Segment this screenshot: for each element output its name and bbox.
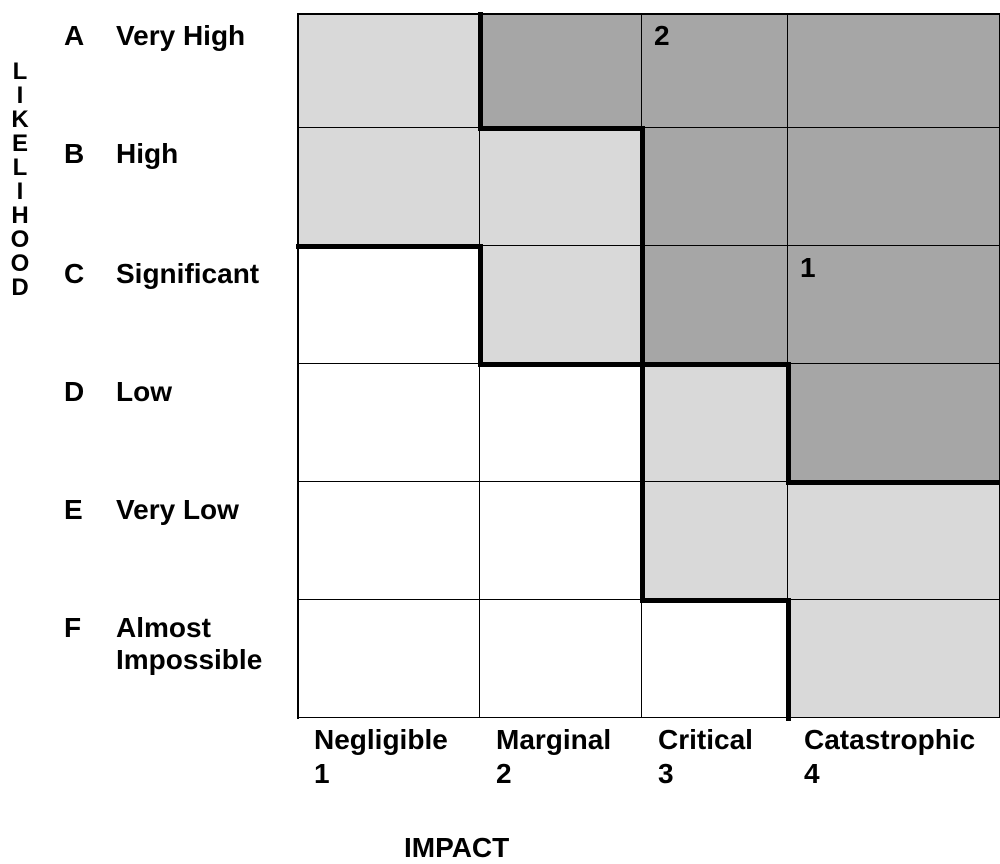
matrix-cell-e1 <box>298 482 480 600</box>
zone-boundary-line <box>786 362 791 485</box>
row-label-significant: Significant <box>116 258 296 290</box>
likelihood-title-letter: E <box>10 132 30 156</box>
likelihood-title-letter: H <box>10 204 30 228</box>
row-label-very-low: Very Low <box>116 494 296 526</box>
zone-boundary-line <box>640 126 645 367</box>
matrix-cell-b2 <box>480 128 642 246</box>
zone-boundary-line <box>786 480 1000 485</box>
column-name-negligible: Negligible <box>314 724 448 756</box>
column-name-catastrophic: Catastrophic <box>804 724 975 756</box>
matrix-cell-f1 <box>298 600 480 718</box>
likelihood-title-letter: O <box>10 228 30 252</box>
row-letter-a: A <box>64 20 84 52</box>
row-label-low: Low <box>116 376 296 408</box>
matrix-cell-d2 <box>480 364 642 482</box>
column-name-marginal: Marginal <box>496 724 611 756</box>
matrix-cell-c2 <box>480 246 642 364</box>
row-label-almost-impossible: Almost Impossible <box>116 612 296 676</box>
matrix-cell-a2 <box>480 14 642 128</box>
zone-boundary-line <box>640 598 791 603</box>
zone-boundary-line <box>478 12 483 131</box>
matrix-cell-d4 <box>788 364 1000 482</box>
row-label-very-high: Very High <box>116 20 296 52</box>
grid-line <box>297 13 1000 15</box>
likelihood-title-letter: K <box>10 108 30 132</box>
matrix-cell-c1 <box>298 246 480 364</box>
column-name-critical: Critical <box>658 724 753 756</box>
column-number-1: 1 <box>314 758 330 790</box>
zone-boundary-line <box>296 244 483 249</box>
matrix-cell-e2 <box>480 482 642 600</box>
row-label-high: High <box>116 138 296 170</box>
row-letter-f: F <box>64 612 81 644</box>
matrix-cell-a4 <box>788 14 1000 128</box>
matrix-cell-f3 <box>642 600 788 718</box>
matrix-cell-d1 <box>298 364 480 482</box>
likelihood-title-letter: O <box>10 252 30 276</box>
matrix-cell-e3 <box>642 482 788 600</box>
column-number-3: 3 <box>658 758 674 790</box>
grid-line <box>297 13 299 719</box>
row-letter-e: E <box>64 494 83 526</box>
matrix-cell-f2 <box>480 600 642 718</box>
risk-marker: 2 <box>654 20 670 52</box>
impact-axis-title: IMPACT <box>404 832 509 864</box>
column-number-2: 2 <box>496 758 512 790</box>
matrix-cell-a3: 2 <box>642 14 788 128</box>
zone-boundary-line <box>478 126 645 131</box>
column-number-4: 4 <box>804 758 820 790</box>
row-letter-d: D <box>64 376 84 408</box>
matrix-cell-c3 <box>642 246 788 364</box>
matrix-cell-f4 <box>788 600 1000 718</box>
zone-boundary-line <box>640 362 645 603</box>
zone-boundary-line <box>786 598 791 721</box>
matrix-cell-c4: 1 <box>788 246 1000 364</box>
zone-boundary-line <box>640 362 791 367</box>
row-letter-c: C <box>64 258 84 290</box>
zone-boundary-line <box>478 244 483 367</box>
likelihood-title-letter: L <box>10 60 30 84</box>
likelihood-title-letter: D <box>10 276 30 300</box>
likelihood-title-letter: I <box>10 180 30 204</box>
risk-marker: 1 <box>800 252 816 284</box>
likelihood-title-letter: I <box>10 84 30 108</box>
likelihood-title-letter: L <box>10 156 30 180</box>
row-letter-b: B <box>64 138 84 170</box>
matrix-cell-a1 <box>298 14 480 128</box>
matrix-cell-d3 <box>642 364 788 482</box>
matrix-cell-b3 <box>642 128 788 246</box>
matrix-cell-b1 <box>298 128 480 246</box>
matrix-cell-b4 <box>788 128 1000 246</box>
likelihood-axis-title: L I K E L I H O O D <box>10 60 30 300</box>
matrix-cell-e4 <box>788 482 1000 600</box>
zone-boundary-line <box>478 362 645 367</box>
